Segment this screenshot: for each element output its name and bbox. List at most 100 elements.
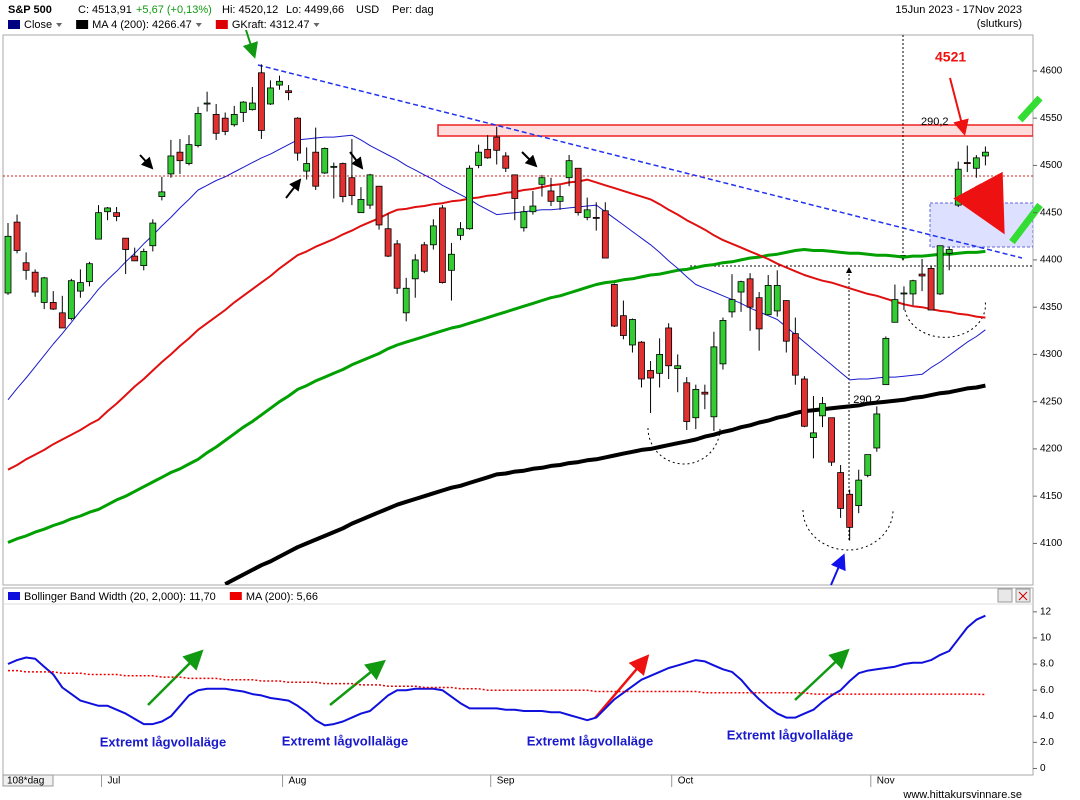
candle-body <box>882 337 890 386</box>
candle-body <box>58 312 66 329</box>
candle-body <box>810 432 817 438</box>
candle-body <box>791 333 799 376</box>
candle-body <box>194 113 202 146</box>
arrow <box>147 649 204 706</box>
candle-body <box>176 151 184 162</box>
candle-body <box>927 268 935 311</box>
annotation: 290,2 <box>921 116 949 128</box>
candle-body <box>737 281 745 293</box>
y-tick-label: 10 <box>1040 633 1052 644</box>
candle-body <box>954 168 962 206</box>
candle-body <box>40 277 48 303</box>
candle-body <box>466 167 473 230</box>
price-mode: (slutkurs) <box>977 18 1022 30</box>
candle-body <box>556 196 564 202</box>
candle-body <box>86 263 93 283</box>
candle-body <box>538 177 546 185</box>
arrow <box>794 648 850 701</box>
candle-body <box>837 472 844 509</box>
arrow <box>1017 95 1043 123</box>
arrow <box>953 171 1005 235</box>
annotation: Extremt lågvollaläge <box>282 733 408 748</box>
candle-body <box>918 273 926 277</box>
annotation: Extremt lågvollaläge <box>100 734 226 749</box>
y-tick-label: 4500 <box>1040 160 1063 171</box>
y-tick-label: 6.0 <box>1040 685 1054 696</box>
candle-body <box>529 205 537 213</box>
close-icon <box>1018 591 1028 601</box>
annotation: 4521 <box>935 49 966 65</box>
candle-body <box>285 90 292 94</box>
candle-body <box>185 144 193 164</box>
arrows <box>139 29 1043 719</box>
legend-dropdown[interactable] <box>195 23 202 27</box>
arrow <box>349 151 364 170</box>
candle-body <box>149 222 157 247</box>
candle-body <box>276 80 283 86</box>
x-tick-label: Jul <box>108 776 121 787</box>
arrow <box>594 654 650 719</box>
candle-body <box>230 113 238 126</box>
candle-body <box>782 300 790 342</box>
candle-body <box>511 174 519 199</box>
candle-body <box>819 403 826 417</box>
x-tick-label: Nov <box>877 776 895 787</box>
candle-body <box>701 391 709 395</box>
settings-button[interactable] <box>997 588 1013 603</box>
candle-body <box>267 87 274 105</box>
candle-body <box>656 354 663 374</box>
candle-body <box>728 299 736 313</box>
candle-body <box>719 319 727 365</box>
candle-body <box>755 297 763 330</box>
date-range: 15Jun 2023 - 17Nov 2023 <box>895 4 1022 16</box>
y-tick-label: 8.0 <box>1040 659 1054 670</box>
line <box>8 669 986 696</box>
candle-body <box>945 249 953 254</box>
x-tick-label: Oct <box>678 776 694 787</box>
arrow <box>242 29 258 59</box>
candle-body <box>122 237 130 250</box>
legend-label: Bollinger Band Width (20, 2,000): 11,70 <box>24 591 216 603</box>
candle-body <box>900 292 908 295</box>
price-panel <box>2 34 1034 586</box>
candle-body <box>411 259 419 280</box>
candle-body <box>674 365 682 369</box>
legend-label: MA (200): 5,66 <box>246 591 318 603</box>
y-tick-label: 2.0 <box>1040 737 1054 748</box>
candles <box>4 64 989 585</box>
legend-swatch <box>215 20 228 29</box>
low: Lo: 4499,66 <box>286 4 344 16</box>
candle-body <box>67 280 75 319</box>
candle-body <box>448 253 455 271</box>
candle-body <box>647 370 654 379</box>
candle-body <box>692 388 700 419</box>
candle-body <box>366 174 374 206</box>
arrow <box>949 77 969 136</box>
candle-body <box>764 285 772 316</box>
candle-body <box>457 228 464 236</box>
candle-body <box>140 251 148 266</box>
candle-body <box>49 302 57 310</box>
legend-dropdown[interactable] <box>56 23 63 27</box>
candle-body <box>936 245 944 295</box>
candle-body <box>257 72 265 131</box>
candle-body <box>746 278 754 308</box>
legend-swatch <box>8 592 20 600</box>
candle-body <box>384 228 392 257</box>
candle-body <box>710 346 718 418</box>
candle-body <box>429 225 437 246</box>
candle-body <box>520 211 528 229</box>
line <box>7 614 986 727</box>
high: Hi: 4520,12 <box>222 4 278 16</box>
candle-body <box>77 282 84 292</box>
candle-body <box>294 117 302 154</box>
candle-body <box>683 382 691 422</box>
candle-body <box>131 255 139 262</box>
legend-dropdown[interactable] <box>313 23 320 27</box>
candle-body <box>773 285 781 312</box>
candle-body <box>348 177 356 197</box>
candle-body <box>493 136 501 151</box>
period: Per: dag <box>392 4 434 16</box>
legend-label: GKraft: 4312.47 <box>232 19 310 31</box>
